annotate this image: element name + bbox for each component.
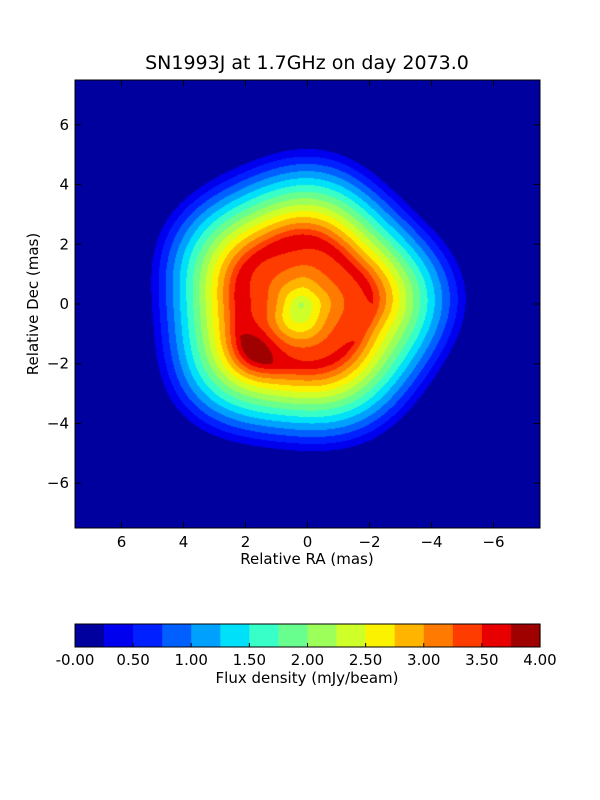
colorbar-tick-label: 0.50: [116, 651, 149, 669]
x-tick-label: 0: [303, 533, 313, 551]
colorbar-tick-label: 3.00: [407, 651, 440, 669]
chart-title: SN1993J at 1.7GHz on day 2073.0: [145, 52, 469, 74]
colorbar-ticks: -0.00 0.50 1.00 1.50 2.00 2.50 3.00 3.50 4.00: [56, 643, 557, 669]
colorbar-bin: [365, 624, 396, 647]
colorbar-bins: [75, 624, 541, 647]
x-axis-label: Relative RA (mas): [240, 550, 373, 568]
colorbar-tick-label: 4.00: [523, 651, 556, 669]
colorbar-bin: [191, 624, 221, 647]
colorbar-bin: [481, 624, 512, 647]
colorbar: -0.00 0.50 1.00 1.50 2.00 2.50 3.00 3.50 4.00: [56, 623, 557, 669]
y-axis-label: Relative Dec (mas): [24, 233, 42, 375]
x-tick-label: 6: [117, 533, 127, 551]
colorbar-tick-label: 1.50: [233, 651, 266, 669]
colorbar-bin: [278, 624, 309, 647]
x-tick-label: −6: [482, 533, 504, 551]
colorbar-bin: [510, 624, 541, 647]
y-tick-label: 2: [59, 235, 69, 253]
colorbar-tick-label: 2.50: [349, 651, 382, 669]
colorbar-tick-label: 1.00: [175, 651, 208, 669]
colorbar-bin: [394, 624, 425, 647]
colorbar-bin: [220, 624, 250, 647]
colorbar-bin: [307, 624, 338, 647]
x-tick-label: −2: [358, 533, 380, 551]
colorbar-tick-label: -0.00: [56, 651, 95, 669]
x-tick-label: 4: [179, 533, 189, 551]
colorbar-bin: [104, 624, 134, 647]
colorbar-bin: [452, 624, 483, 647]
y-tick-label: −4: [47, 414, 69, 432]
x-tick-label: −4: [420, 533, 442, 551]
plot-area: 6 4 2 0 −2 −4 −6 6 4 2 0 −2 −4 −6: [47, 79, 541, 551]
y-tick-label: 0: [59, 295, 69, 313]
y-tick-label: 6: [59, 116, 69, 134]
colorbar-bin: [423, 624, 454, 647]
y-tick-label: 4: [59, 176, 69, 194]
colorbar-bin: [75, 624, 105, 647]
colorbar-bin: [162, 624, 192, 647]
y-axis-ticks: 6 4 2 0 −2 −4 −6: [47, 116, 540, 492]
flux-heatmap: [75, 80, 540, 528]
colorbar-bin: [336, 624, 367, 647]
y-tick-label: −6: [47, 474, 69, 492]
colorbar-bin: [133, 624, 163, 647]
y-tick-label: −2: [47, 355, 69, 373]
colorbar-tick-label: 2.00: [291, 651, 324, 669]
colorbar-bin: [249, 624, 280, 647]
x-axis-ticks: 6 4 2 0 −2 −4 −6: [117, 80, 505, 551]
x-tick-label: 2: [241, 533, 251, 551]
colorbar-label: Flux density (mJy/beam): [216, 669, 399, 687]
colorbar-tick-label: 3.50: [465, 651, 498, 669]
